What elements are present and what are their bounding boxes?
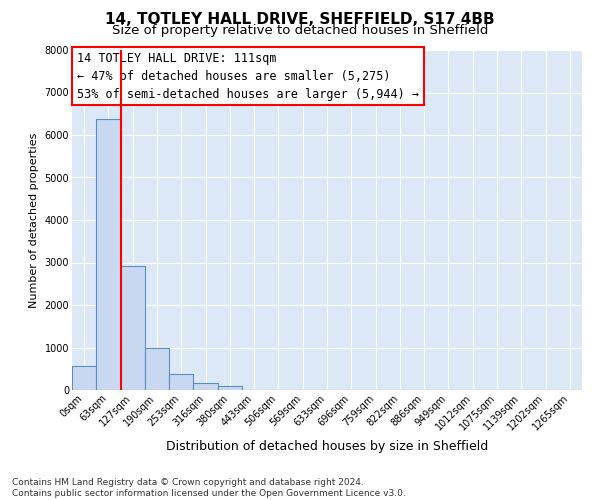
Bar bbox=[121, 266, 145, 390]
Bar bbox=[145, 348, 169, 390]
Bar bbox=[72, 366, 96, 390]
Bar bbox=[96, 119, 121, 390]
Y-axis label: Number of detached properties: Number of detached properties bbox=[29, 132, 39, 308]
X-axis label: Distribution of detached houses by size in Sheffield: Distribution of detached houses by size … bbox=[166, 440, 488, 454]
Text: Contains HM Land Registry data © Crown copyright and database right 2024.
Contai: Contains HM Land Registry data © Crown c… bbox=[12, 478, 406, 498]
Bar bbox=[193, 383, 218, 390]
Bar bbox=[218, 386, 242, 390]
Text: Size of property relative to detached houses in Sheffield: Size of property relative to detached ho… bbox=[112, 24, 488, 37]
Bar bbox=[169, 374, 193, 390]
Text: 14 TOTLEY HALL DRIVE: 111sqm
← 47% of detached houses are smaller (5,275)
53% of: 14 TOTLEY HALL DRIVE: 111sqm ← 47% of de… bbox=[77, 52, 419, 100]
Text: 14, TOTLEY HALL DRIVE, SHEFFIELD, S17 4BB: 14, TOTLEY HALL DRIVE, SHEFFIELD, S17 4B… bbox=[105, 12, 495, 28]
